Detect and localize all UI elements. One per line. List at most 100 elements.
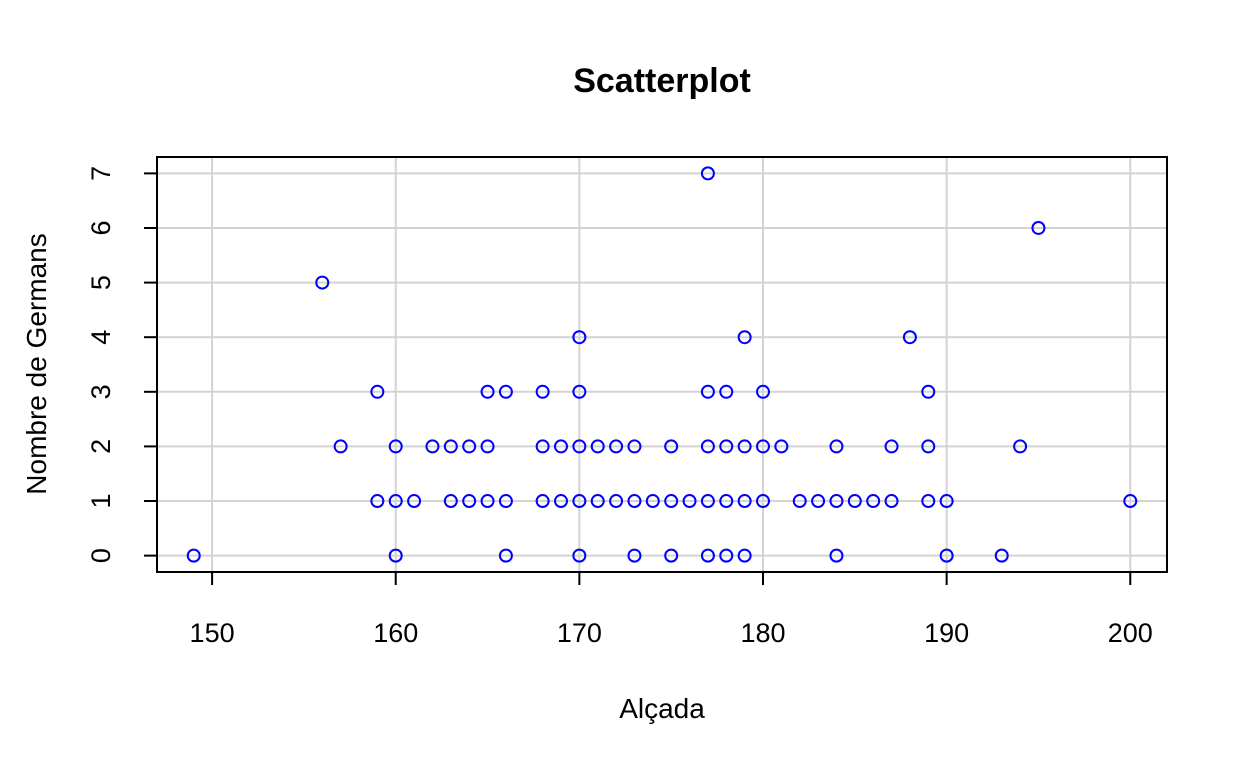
x-tick-label: 150 <box>190 618 235 648</box>
data-point <box>700 548 715 563</box>
data-point <box>425 439 440 454</box>
x-tick-label: 200 <box>1108 618 1153 648</box>
data-point <box>939 548 954 563</box>
x-tick-label: 190 <box>924 618 969 648</box>
data-point <box>756 439 770 454</box>
data-point <box>535 439 550 454</box>
data-point <box>572 439 587 454</box>
x-tick-label: 170 <box>557 618 602 648</box>
data-point <box>443 439 458 454</box>
data-point <box>627 494 642 509</box>
data-point <box>627 439 642 454</box>
data-point <box>939 494 954 509</box>
data-point <box>480 439 495 454</box>
chart-title: Scatterplot <box>573 62 751 100</box>
data-point <box>535 494 550 509</box>
data-point <box>609 439 624 454</box>
data-point <box>829 548 844 563</box>
data-point <box>388 548 403 563</box>
data-point <box>719 548 734 563</box>
axes: 150 160 170 180 190 200 0 1 2 3 4 5 6 7 <box>86 156 1168 648</box>
data-point <box>664 439 679 454</box>
data-point <box>627 548 642 563</box>
data-point <box>333 439 348 454</box>
data-point <box>756 384 770 399</box>
data-point <box>700 494 715 509</box>
data-point <box>682 494 697 509</box>
data-point <box>388 439 403 454</box>
plot-frame <box>156 156 1168 573</box>
data-point <box>884 439 899 454</box>
data-point <box>700 439 715 454</box>
y-axis-label: Nombre de Germans <box>21 233 52 494</box>
y-tick-label: 4 <box>86 330 116 345</box>
data-point <box>609 494 624 509</box>
data-point <box>1031 220 1046 235</box>
data-point <box>572 330 587 345</box>
data-point <box>737 330 752 345</box>
data-point <box>1123 494 1138 509</box>
data-point <box>737 494 752 509</box>
data-point <box>388 494 403 509</box>
data-point <box>829 494 844 509</box>
data-point <box>719 384 734 399</box>
data-point <box>370 384 385 399</box>
data-point <box>829 439 844 454</box>
data-point <box>866 494 881 509</box>
data-point <box>774 439 789 454</box>
data-point <box>462 439 477 454</box>
data-point <box>370 494 385 509</box>
data-point <box>664 548 679 563</box>
data-point <box>756 494 770 509</box>
x-axis-label: Alçada <box>619 693 705 724</box>
data-point <box>480 494 495 509</box>
grid-lines <box>157 157 1167 572</box>
data-point <box>719 494 734 509</box>
x-tick-label: 180 <box>740 618 785 648</box>
data-point <box>535 384 550 399</box>
data-point <box>498 384 513 399</box>
data-point <box>407 494 422 509</box>
data-point <box>700 166 715 181</box>
data-point <box>884 494 899 509</box>
data-point <box>572 548 587 563</box>
data-point <box>186 548 201 563</box>
data-point <box>921 384 936 399</box>
y-tick-label: 7 <box>86 166 116 181</box>
x-tick-label: 160 <box>373 618 418 648</box>
data-point <box>1013 439 1028 454</box>
data-point <box>590 439 605 454</box>
data-point <box>554 439 568 454</box>
y-tick-label: 3 <box>86 384 116 399</box>
data-point <box>590 494 605 509</box>
data-point <box>645 494 660 509</box>
data-point <box>994 548 1009 563</box>
data-point <box>572 494 587 509</box>
data-point <box>664 494 679 509</box>
data-point <box>792 494 807 509</box>
y-tick-label: 2 <box>86 439 116 454</box>
data-point <box>737 548 752 563</box>
data-point <box>443 494 458 509</box>
data-point <box>847 494 862 509</box>
data-point <box>811 494 826 509</box>
y-tick-label: 0 <box>86 548 116 563</box>
data-point <box>498 548 513 563</box>
data-points <box>186 166 1138 563</box>
data-point <box>480 384 495 399</box>
data-point <box>902 330 917 345</box>
data-point <box>554 494 568 509</box>
data-point <box>498 494 513 509</box>
y-tick-label: 6 <box>86 220 116 235</box>
data-point <box>315 275 330 290</box>
data-point <box>700 384 715 399</box>
data-point <box>921 439 936 454</box>
data-point <box>572 384 587 399</box>
y-tick-label: 5 <box>86 275 116 290</box>
data-point <box>462 494 477 509</box>
data-point <box>737 439 752 454</box>
y-tick-label: 1 <box>86 493 116 508</box>
data-point <box>719 439 734 454</box>
data-point <box>921 494 936 509</box>
